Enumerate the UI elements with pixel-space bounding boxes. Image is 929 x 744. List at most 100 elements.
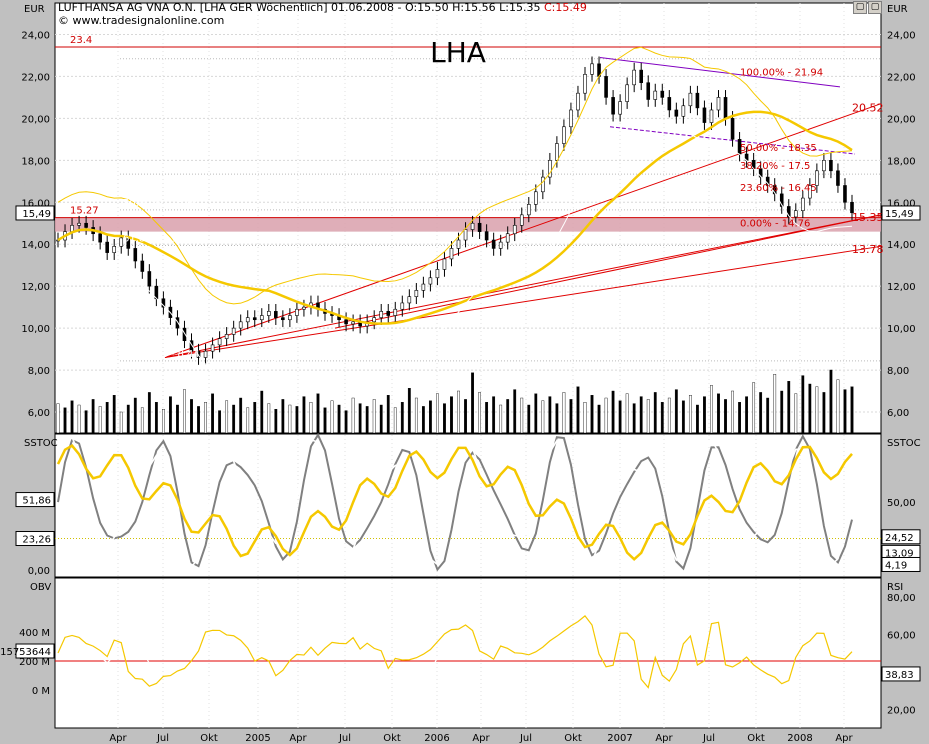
candle-body bbox=[569, 109, 573, 128]
candle-body bbox=[245, 317, 250, 323]
panel-close-button[interactable]: ▢ bbox=[853, 1, 867, 14]
price-tick-left: 16,00 bbox=[21, 198, 50, 209]
volume-bar bbox=[232, 404, 236, 434]
volume-bar bbox=[421, 406, 425, 434]
time-tick: Okt bbox=[200, 733, 218, 744]
candle-body bbox=[161, 298, 166, 308]
price-tag-right-box bbox=[881, 205, 921, 221]
volume-bar bbox=[147, 392, 151, 434]
volume-bar bbox=[386, 395, 390, 434]
candle-body bbox=[505, 233, 510, 243]
volume-bar bbox=[70, 400, 74, 434]
rsi-tick: 80,00 bbox=[887, 593, 916, 604]
volume-bar bbox=[358, 403, 362, 434]
fib-small-label: 0.00% - 14.76 bbox=[740, 218, 810, 229]
volume-bar bbox=[520, 397, 524, 434]
rsi-tick: 60,00 bbox=[887, 630, 916, 641]
time-tick: 2006 bbox=[424, 733, 449, 744]
volume-bar bbox=[829, 369, 833, 434]
trend-lines bbox=[55, 46, 882, 662]
price-tick-right: 10,00 bbox=[887, 324, 916, 335]
time-tick: Apr bbox=[655, 733, 673, 744]
trend-label: 20.52 bbox=[852, 101, 884, 114]
price-tag-left-box bbox=[15, 205, 55, 221]
volume-bar bbox=[91, 399, 95, 434]
price-axis-label-left: EUR bbox=[24, 4, 45, 15]
volume-bar bbox=[63, 407, 67, 434]
volume-bar bbox=[499, 404, 503, 434]
candle-body bbox=[590, 63, 594, 75]
volume-bar bbox=[597, 404, 601, 434]
candle-body bbox=[611, 97, 615, 115]
candle-body bbox=[189, 340, 194, 352]
candle-body bbox=[295, 308, 299, 316]
volume-bar bbox=[98, 406, 102, 434]
candle-body bbox=[393, 308, 398, 316]
time-tick: Jul bbox=[519, 733, 532, 744]
candle-body bbox=[428, 277, 433, 285]
fib-label: 50.00% - 15.64 bbox=[123, 198, 200, 209]
time-tick: 2007 bbox=[607, 733, 632, 744]
volume-bar bbox=[295, 406, 299, 434]
candle-body bbox=[576, 92, 580, 111]
volume-bar bbox=[56, 403, 60, 434]
candle-body bbox=[470, 222, 475, 230]
candle-body bbox=[618, 101, 622, 115]
volume-bar bbox=[506, 399, 510, 434]
volume-bar bbox=[576, 386, 580, 434]
candle-body bbox=[449, 248, 454, 260]
volume-bar bbox=[836, 379, 840, 434]
candle-body bbox=[140, 260, 145, 272]
price-tick-left: 8,00 bbox=[28, 366, 50, 377]
candle-body bbox=[238, 321, 243, 329]
candle-body bbox=[484, 231, 489, 241]
price-tag-left: 15,49 bbox=[22, 209, 51, 220]
volume-bar bbox=[681, 400, 685, 434]
volume-bar bbox=[780, 390, 784, 434]
candle-body bbox=[660, 90, 665, 98]
volume-bar bbox=[478, 392, 481, 434]
candle-body bbox=[463, 229, 468, 241]
candle-body bbox=[548, 160, 552, 178]
candle-body bbox=[119, 237, 124, 247]
candle-body bbox=[98, 233, 102, 243]
candle-body bbox=[372, 317, 376, 323]
candle-body bbox=[723, 97, 728, 119]
candle-body bbox=[541, 176, 545, 193]
volume-bar bbox=[850, 386, 854, 434]
candle-body bbox=[231, 327, 236, 335]
time-tick: Apr bbox=[835, 733, 853, 744]
candle-body bbox=[702, 107, 707, 123]
volume-bar bbox=[611, 390, 615, 434]
stoch-tag-right: 4,19 bbox=[885, 560, 907, 571]
volume-bar bbox=[843, 389, 847, 434]
volume-bar bbox=[787, 381, 791, 434]
candle-body bbox=[344, 319, 348, 325]
candle-body bbox=[147, 271, 152, 287]
volume-bar bbox=[527, 404, 531, 434]
candle-body bbox=[196, 350, 201, 358]
support-label: 15.27 bbox=[70, 206, 99, 217]
time-tick: Jul bbox=[156, 733, 169, 744]
volume-bar bbox=[197, 406, 200, 434]
panel-maximize-button[interactable]: ▢ bbox=[868, 1, 882, 14]
candle-body bbox=[266, 311, 271, 316]
volume-bar bbox=[492, 396, 496, 434]
price-tick-left: 22,00 bbox=[21, 72, 50, 83]
volume-bar bbox=[703, 396, 706, 434]
obv-panel bbox=[54, 577, 882, 729]
volume-bar bbox=[309, 402, 313, 434]
stoch-tag-right: 13,09 bbox=[885, 548, 914, 559]
time-tick: Okt bbox=[564, 733, 582, 744]
candle-body bbox=[400, 302, 405, 310]
volume-bar bbox=[548, 396, 552, 434]
volume-bar bbox=[183, 389, 186, 434]
time-tick: Jul bbox=[702, 733, 715, 744]
price-tick-right: 22,00 bbox=[887, 72, 916, 83]
stoch-tag-right-box bbox=[881, 556, 921, 572]
volume-bar bbox=[400, 402, 404, 434]
stoch-d-line bbox=[57, 435, 853, 569]
volume-bar bbox=[154, 402, 158, 434]
price-candles bbox=[56, 56, 854, 365]
volume-bar bbox=[688, 395, 692, 434]
